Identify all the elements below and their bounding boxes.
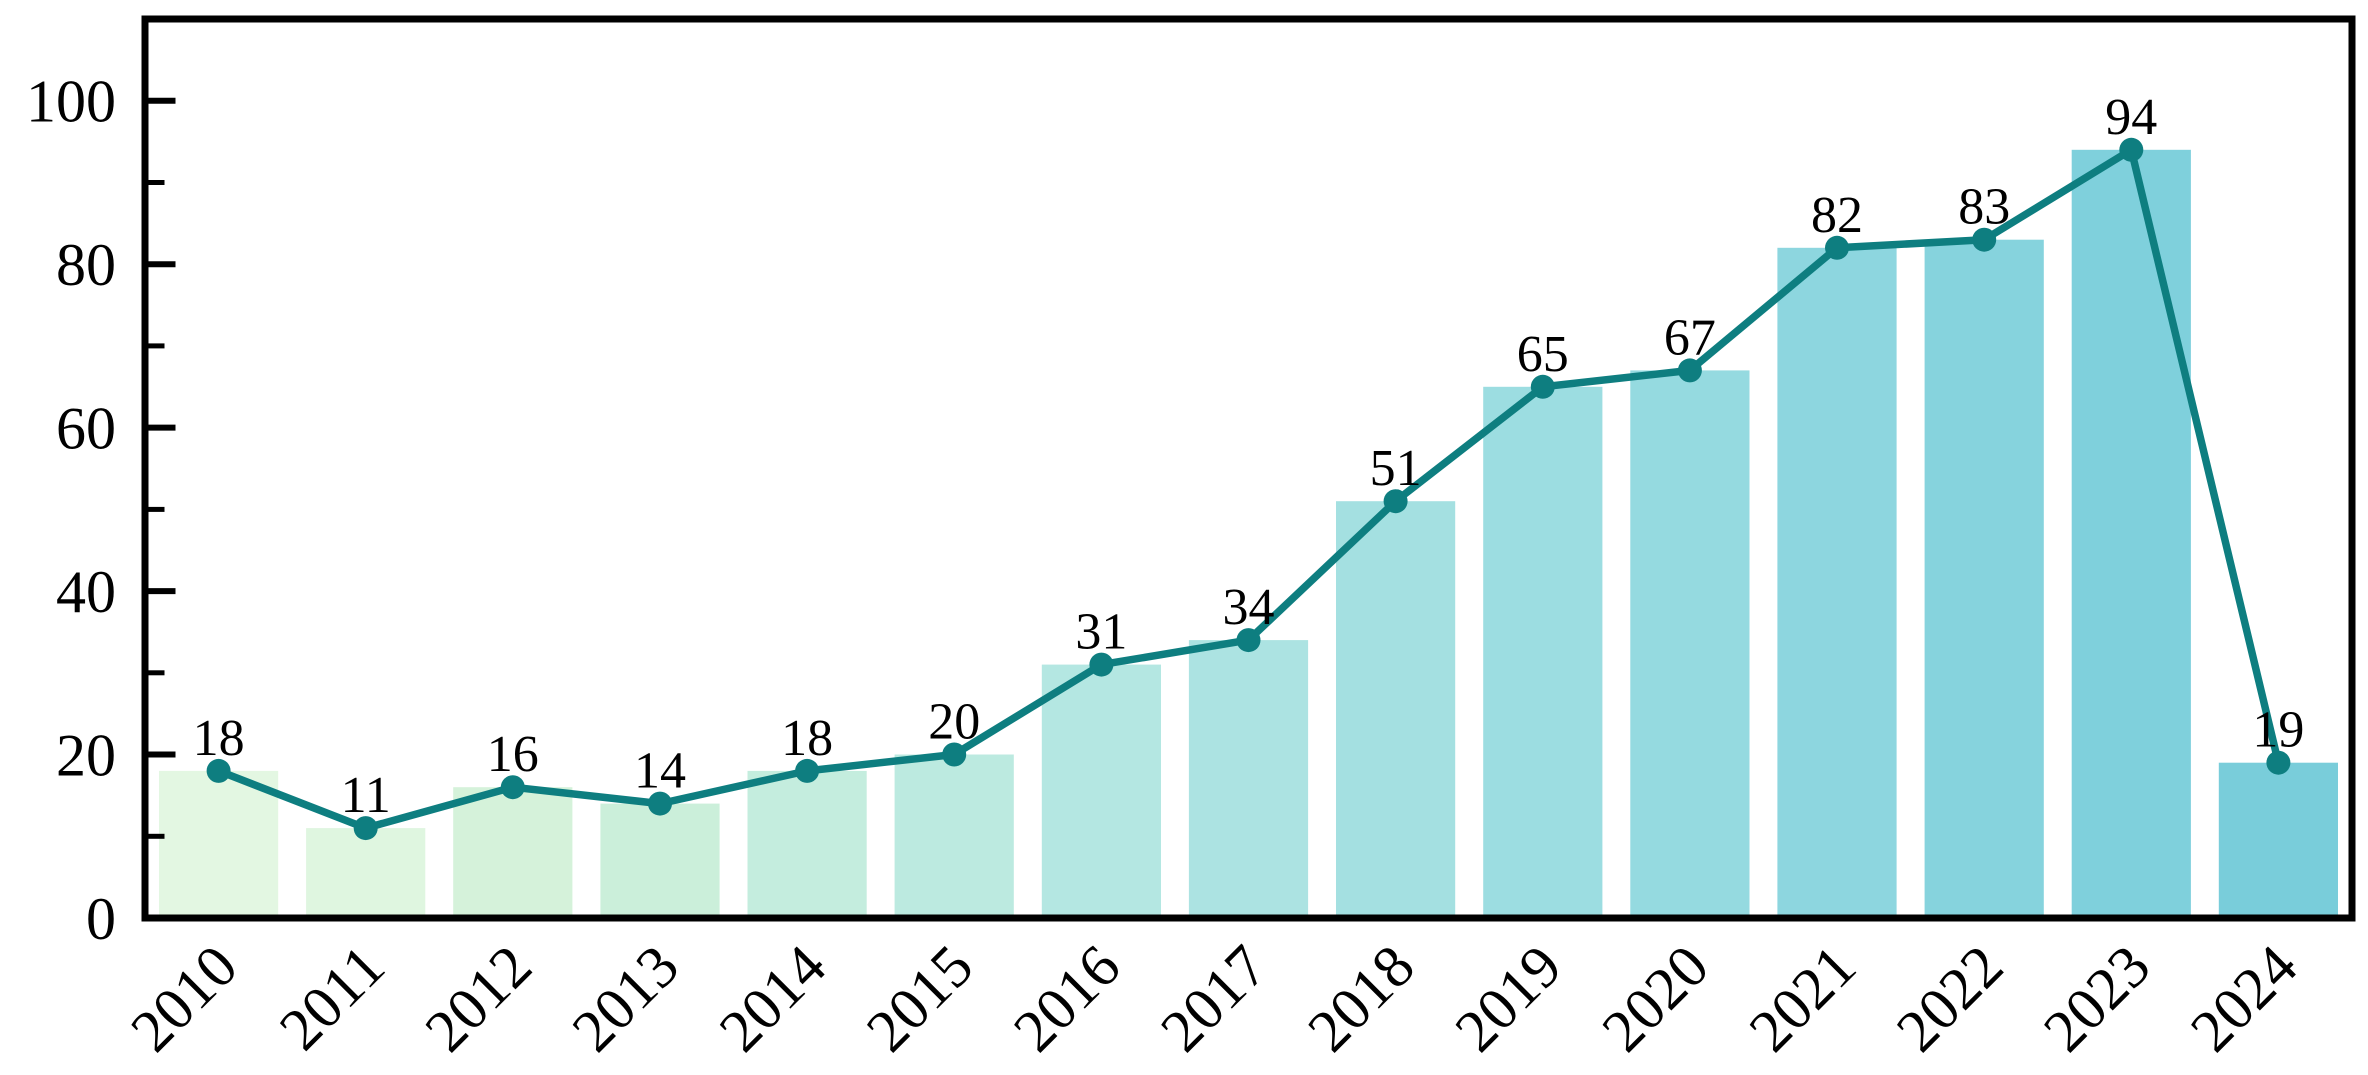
data-label-2013: 14 (634, 743, 686, 800)
x-tick-label-2022: 2022 (1884, 933, 2016, 1065)
plot-border-group (141, 15, 2356, 922)
y-tick-label-20: 20 (56, 723, 116, 789)
data-label-2020: 67 (1664, 309, 1716, 366)
y-tick-label-100: 100 (26, 69, 116, 135)
marker-2013 (648, 791, 672, 816)
marker-2022 (1972, 227, 1997, 252)
x-tick-label-2020: 2020 (1590, 933, 1722, 1065)
data-label-2021: 82 (1811, 187, 1863, 244)
x-tick-label-2021: 2021 (1737, 933, 1869, 1065)
marker-2011 (353, 816, 378, 841)
bars-group (159, 149, 2338, 919)
bar-2017 (1188, 640, 1309, 918)
data-label-2010: 18 (193, 710, 245, 767)
data-label-2011: 11 (341, 767, 391, 824)
data-label-2015: 20 (928, 694, 980, 751)
bar-2019 (1483, 386, 1603, 918)
y-tick-label-80: 80 (56, 232, 116, 298)
x-tick-label-2014: 2014 (707, 933, 839, 1065)
marker-2018 (1383, 489, 1408, 514)
data-label-2012: 16 (487, 726, 539, 783)
x-tick-label-2010: 2010 (118, 933, 250, 1065)
x-tick-label-2019: 2019 (1442, 933, 1574, 1065)
marker-2021 (1825, 235, 1849, 260)
marker-2010 (206, 758, 231, 783)
marker-2014 (795, 758, 820, 783)
data-label-2024: 19 (2252, 702, 2304, 759)
bar-2014 (747, 770, 867, 918)
data-label-2019: 65 (1517, 326, 1569, 383)
bar-2015 (894, 754, 1014, 918)
marker-2024 (2266, 750, 2291, 775)
bar-2024 (2218, 762, 2338, 918)
bar-2016 (1041, 664, 1161, 918)
y-tick-label-60: 60 (56, 396, 116, 462)
x-tick-label-2013: 2013 (560, 933, 692, 1065)
bar-2012 (453, 787, 573, 918)
markers-group (206, 137, 2291, 841)
x-tick-label-2023: 2023 (2031, 933, 2163, 1065)
marker-2015 (942, 742, 967, 767)
data-label-2016: 31 (1075, 604, 1127, 661)
x-tick-label-2016: 2016 (1001, 933, 1133, 1065)
y-tick-label-0: 0 (86, 886, 116, 952)
data-label-2018: 51 (1370, 440, 1422, 497)
x-tick-label-2015: 2015 (854, 933, 986, 1065)
bar-2020 (1630, 370, 1750, 918)
x-tick-label-2024: 2024 (2178, 933, 2310, 1065)
bar-2021 (1777, 247, 1897, 919)
marker-2016 (1089, 652, 1114, 677)
marker-2012 (500, 775, 525, 800)
marker-2023 (2119, 137, 2144, 162)
data-label-2017: 34 (1223, 579, 1275, 636)
bar-2022 (1924, 239, 2044, 918)
marker-2019 (1530, 374, 1555, 399)
data-label-2014: 18 (781, 710, 833, 767)
marker-2020 (1677, 358, 1702, 383)
y-tick-label-40: 40 (56, 559, 116, 625)
bar-2013 (600, 803, 720, 918)
x-tick-label-2018: 2018 (1295, 933, 1427, 1065)
data-label-2023: 94 (2105, 89, 2157, 146)
x-axis-group: 2010 2011 2012 2013 2014 2015 2016 2017 2018 2019… (118, 933, 2309, 1065)
bar-2010 (159, 770, 279, 918)
bar-2011 (306, 828, 426, 918)
bar-2018 (1336, 501, 1456, 918)
marker-2017 (1236, 628, 1261, 653)
x-tick-label-2012: 2012 (412, 933, 544, 1065)
data-labels-group: 18 11 16 14 18 20 31 34 51 65 67 82 83 94 19 (193, 89, 2305, 824)
data-label-2022: 83 (1958, 179, 2010, 236)
x-tick-label-2017: 2017 (1148, 933, 1280, 1065)
bar-2023 (2071, 149, 2191, 919)
y-axis-group: 0 20 40 60 80 100 (26, 69, 176, 952)
x-tick-label-2011: 2011 (267, 933, 397, 1063)
plot-border (141, 15, 2356, 922)
